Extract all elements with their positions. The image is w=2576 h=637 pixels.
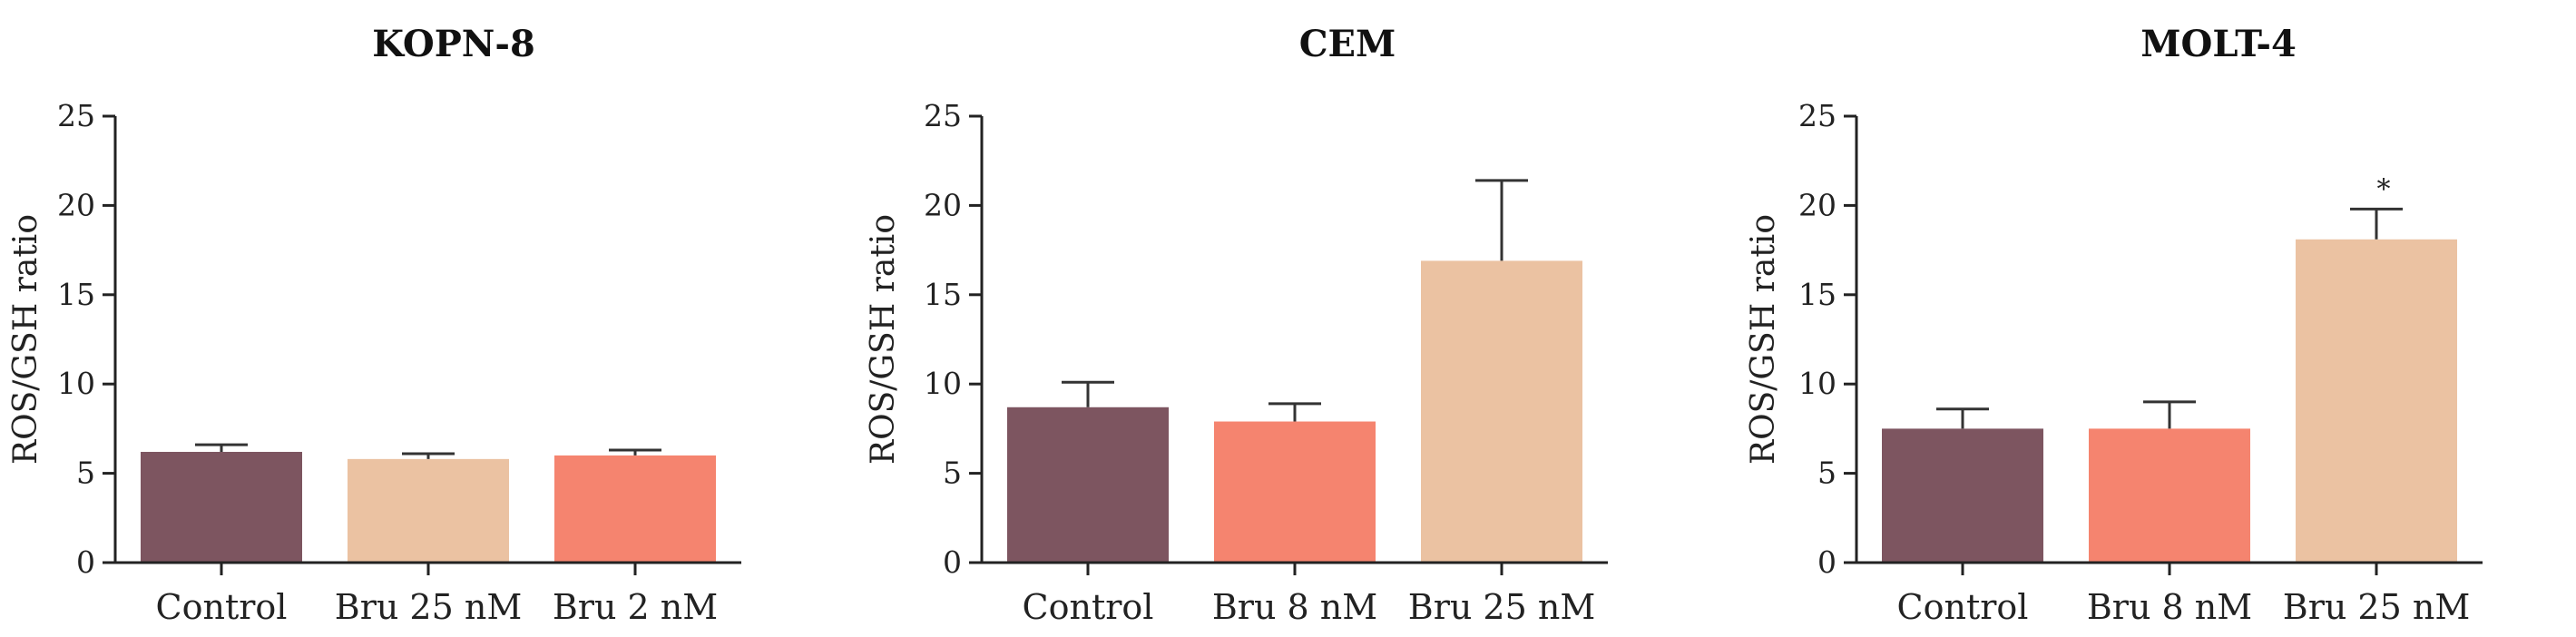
x-tick-label-bru-8-nm: Bru 8 nM [1212,587,1377,627]
panel-cem: CEM ROS/GSH ratio Control Bru 8 nM Bru 25 nM… [865,23,1608,627]
error-bar-control [1062,380,1114,407]
y-tick-label: 20 [57,187,95,222]
x-tick-label-bru-25-nm: Bru 25 nM [335,587,522,627]
y-tick-label: 15 [924,277,962,312]
error-bar-bru-8-nm [2143,400,2196,429]
bar-control [1882,428,2043,563]
x-tick-label-control: Control [156,587,288,627]
bar-bru-25-nm [1421,260,1582,563]
panel-kopn8: KOPN-8 ROS/GSH ratio Control Bru 25 nM Bru 2… [7,23,741,627]
y-tick-label: 20 [1798,187,1837,222]
bar-bru-25-nm [2296,239,2457,563]
x-tick-label-control: Control [1023,587,1154,627]
y-tick-label: 25 [57,98,95,133]
error-bar-bru-25-nm [1475,179,1528,261]
chart-title: MOLT-4 [2140,23,2297,65]
y-tick-label: 20 [924,187,962,222]
error-bar-bru-2-nm [609,448,661,456]
y-tick-label: 0 [943,544,962,580]
error-bar-bru-25-nm [402,452,455,459]
error-bar-control [195,443,248,452]
y-tick-label: 15 [1798,277,1837,312]
y-axis-label: ROS/GSH ratio [865,214,902,465]
y-tick-label: 15 [57,277,95,312]
bar-bru-2-nm [554,455,716,563]
y-tick-label: 0 [76,544,95,580]
y-tick-label: 25 [924,98,962,133]
bar-bru-25-nm [348,458,509,563]
y-tick-label: 5 [1817,456,1837,491]
y-axis-label: ROS/GSH ratio [7,214,44,465]
y-tick-label: 25 [1798,98,1837,133]
significance-marker: * [2377,173,2391,205]
y-tick-label: 10 [924,366,962,401]
y-tick-label: 5 [943,456,962,491]
y-tick-label: 5 [76,456,95,491]
chart-title: CEM [1299,23,1396,65]
x-tick-label-bru-2-nm: Bru 2 nM [553,587,718,627]
y-tick-label: 10 [57,366,95,401]
y-tick-label: 10 [1798,366,1837,401]
bar-control [141,451,302,563]
error-bar-bru-8-nm [1268,402,1321,422]
y-axis-label: ROS/GSH ratio [1745,214,1782,465]
error-bar-bru-25-nm [2350,207,2403,240]
bar-bru-8-nm [2089,428,2250,563]
error-bar-control [1936,407,1989,429]
y-tick-label: 0 [1817,544,1837,580]
x-tick-label-control: Control [1897,587,2029,627]
x-tick-label-bru-25-nm: Bru 25 nM [2283,587,2470,627]
bar-bru-8-nm [1214,421,1376,563]
chart-title: KOPN-8 [372,23,535,65]
bar-control [1007,407,1169,563]
x-tick-label-bru-8-nm: Bru 8 nM [2087,587,2252,627]
panel-molt4: MOLT-4 ROS/GSH ratio Control Bru 8 nM Bru 25… [1745,23,2483,627]
x-tick-label-bru-25-nm: Bru 25 nM [1408,587,1595,627]
